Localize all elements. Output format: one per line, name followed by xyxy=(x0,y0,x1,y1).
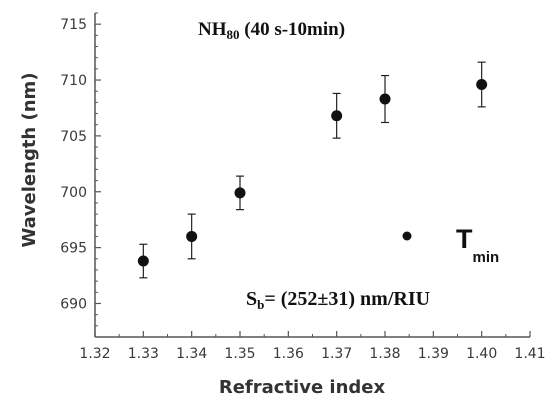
chart-title: NH80 (40 s-10min) xyxy=(198,19,345,42)
data-point xyxy=(137,255,149,267)
x-tick-label: 1.34 xyxy=(176,346,207,362)
y-tick-label: 695 xyxy=(60,241,87,257)
legend-label: Tmin xyxy=(456,224,499,266)
legend-marker xyxy=(402,231,412,241)
y-tick-label: 700 xyxy=(60,185,87,201)
x-tick-label: 1.41 xyxy=(514,346,545,362)
x-tick-label: 1.40 xyxy=(466,346,497,362)
data-point xyxy=(186,230,198,242)
y-axis-label: Wavelength (nm) xyxy=(19,72,40,247)
sensitivity-annotation: Sb= (252±31) nm/RIU xyxy=(246,288,430,312)
data-point xyxy=(379,93,391,105)
x-tick-label: 1.35 xyxy=(224,346,255,362)
x-tick-label: 1.32 xyxy=(79,346,110,362)
legend-label-sub: min xyxy=(473,249,500,266)
data-point xyxy=(476,79,488,91)
legend-label-main: T xyxy=(456,224,473,254)
error-bars xyxy=(139,61,486,279)
y-tick-label: 690 xyxy=(60,296,87,312)
chart-title-main: NH xyxy=(198,19,227,40)
x-tick-label: 1.33 xyxy=(128,346,159,362)
sensitivity-sub: b xyxy=(257,297,264,312)
chart-title-rest: (40 s-10min) xyxy=(240,19,346,40)
chart-title-sub: 80 xyxy=(227,27,240,42)
sensitivity-rest: = (252±31) nm/RIU xyxy=(264,288,430,310)
x-tick-label: 1.39 xyxy=(418,346,449,362)
x-tick-label: 1.37 xyxy=(321,346,352,362)
data-points xyxy=(137,79,488,267)
y-tick-label: 705 xyxy=(60,129,87,145)
y-ticks: 690 695 700 705 710 715 xyxy=(60,12,101,338)
x-axis-label: Refractive index xyxy=(219,377,386,398)
sensitivity-main: S xyxy=(246,288,257,310)
x-ticks: 1.32 1.33 1.34 1.35 1.36 1.37 1.38 1.39 1.40 1.41 xyxy=(79,331,546,362)
data-point xyxy=(234,187,246,199)
y-tick-label: 710 xyxy=(60,73,87,89)
y-tick-label: 715 xyxy=(60,17,87,33)
x-tick-label: 1.38 xyxy=(369,346,400,362)
data-point xyxy=(331,110,343,122)
x-tick-label: 1.36 xyxy=(273,346,304,362)
